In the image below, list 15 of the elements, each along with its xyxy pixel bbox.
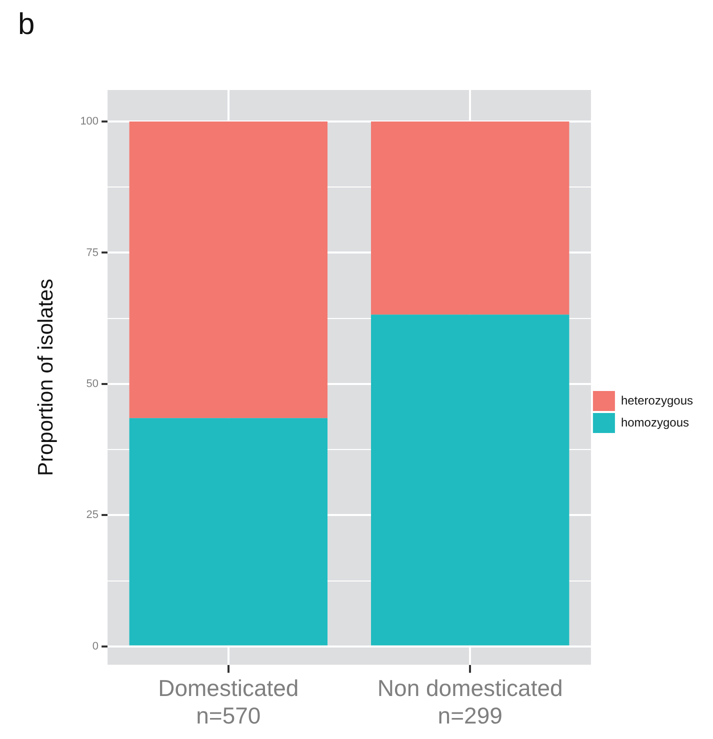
y-axis-title: Proportion of isolates (34, 278, 58, 476)
x-tick-label: Domesticated n=570 (158, 674, 299, 729)
y-tick-label: 75 (86, 246, 99, 259)
bar (129, 121, 328, 418)
y-tick-label: 0 (92, 640, 99, 652)
bar (129, 418, 328, 646)
y-tick-label: 25 (86, 509, 99, 522)
bar (371, 121, 570, 315)
x-tick-label: Non domesticated n=299 (377, 674, 563, 729)
y-tick-label: 100 (80, 116, 99, 128)
legend-label: homozygous (620, 415, 689, 430)
legend-label: heterozygous (620, 393, 693, 408)
y-tick-label: 50 (86, 378, 99, 390)
bar (371, 314, 570, 646)
chart-title: b (18, 8, 35, 42)
